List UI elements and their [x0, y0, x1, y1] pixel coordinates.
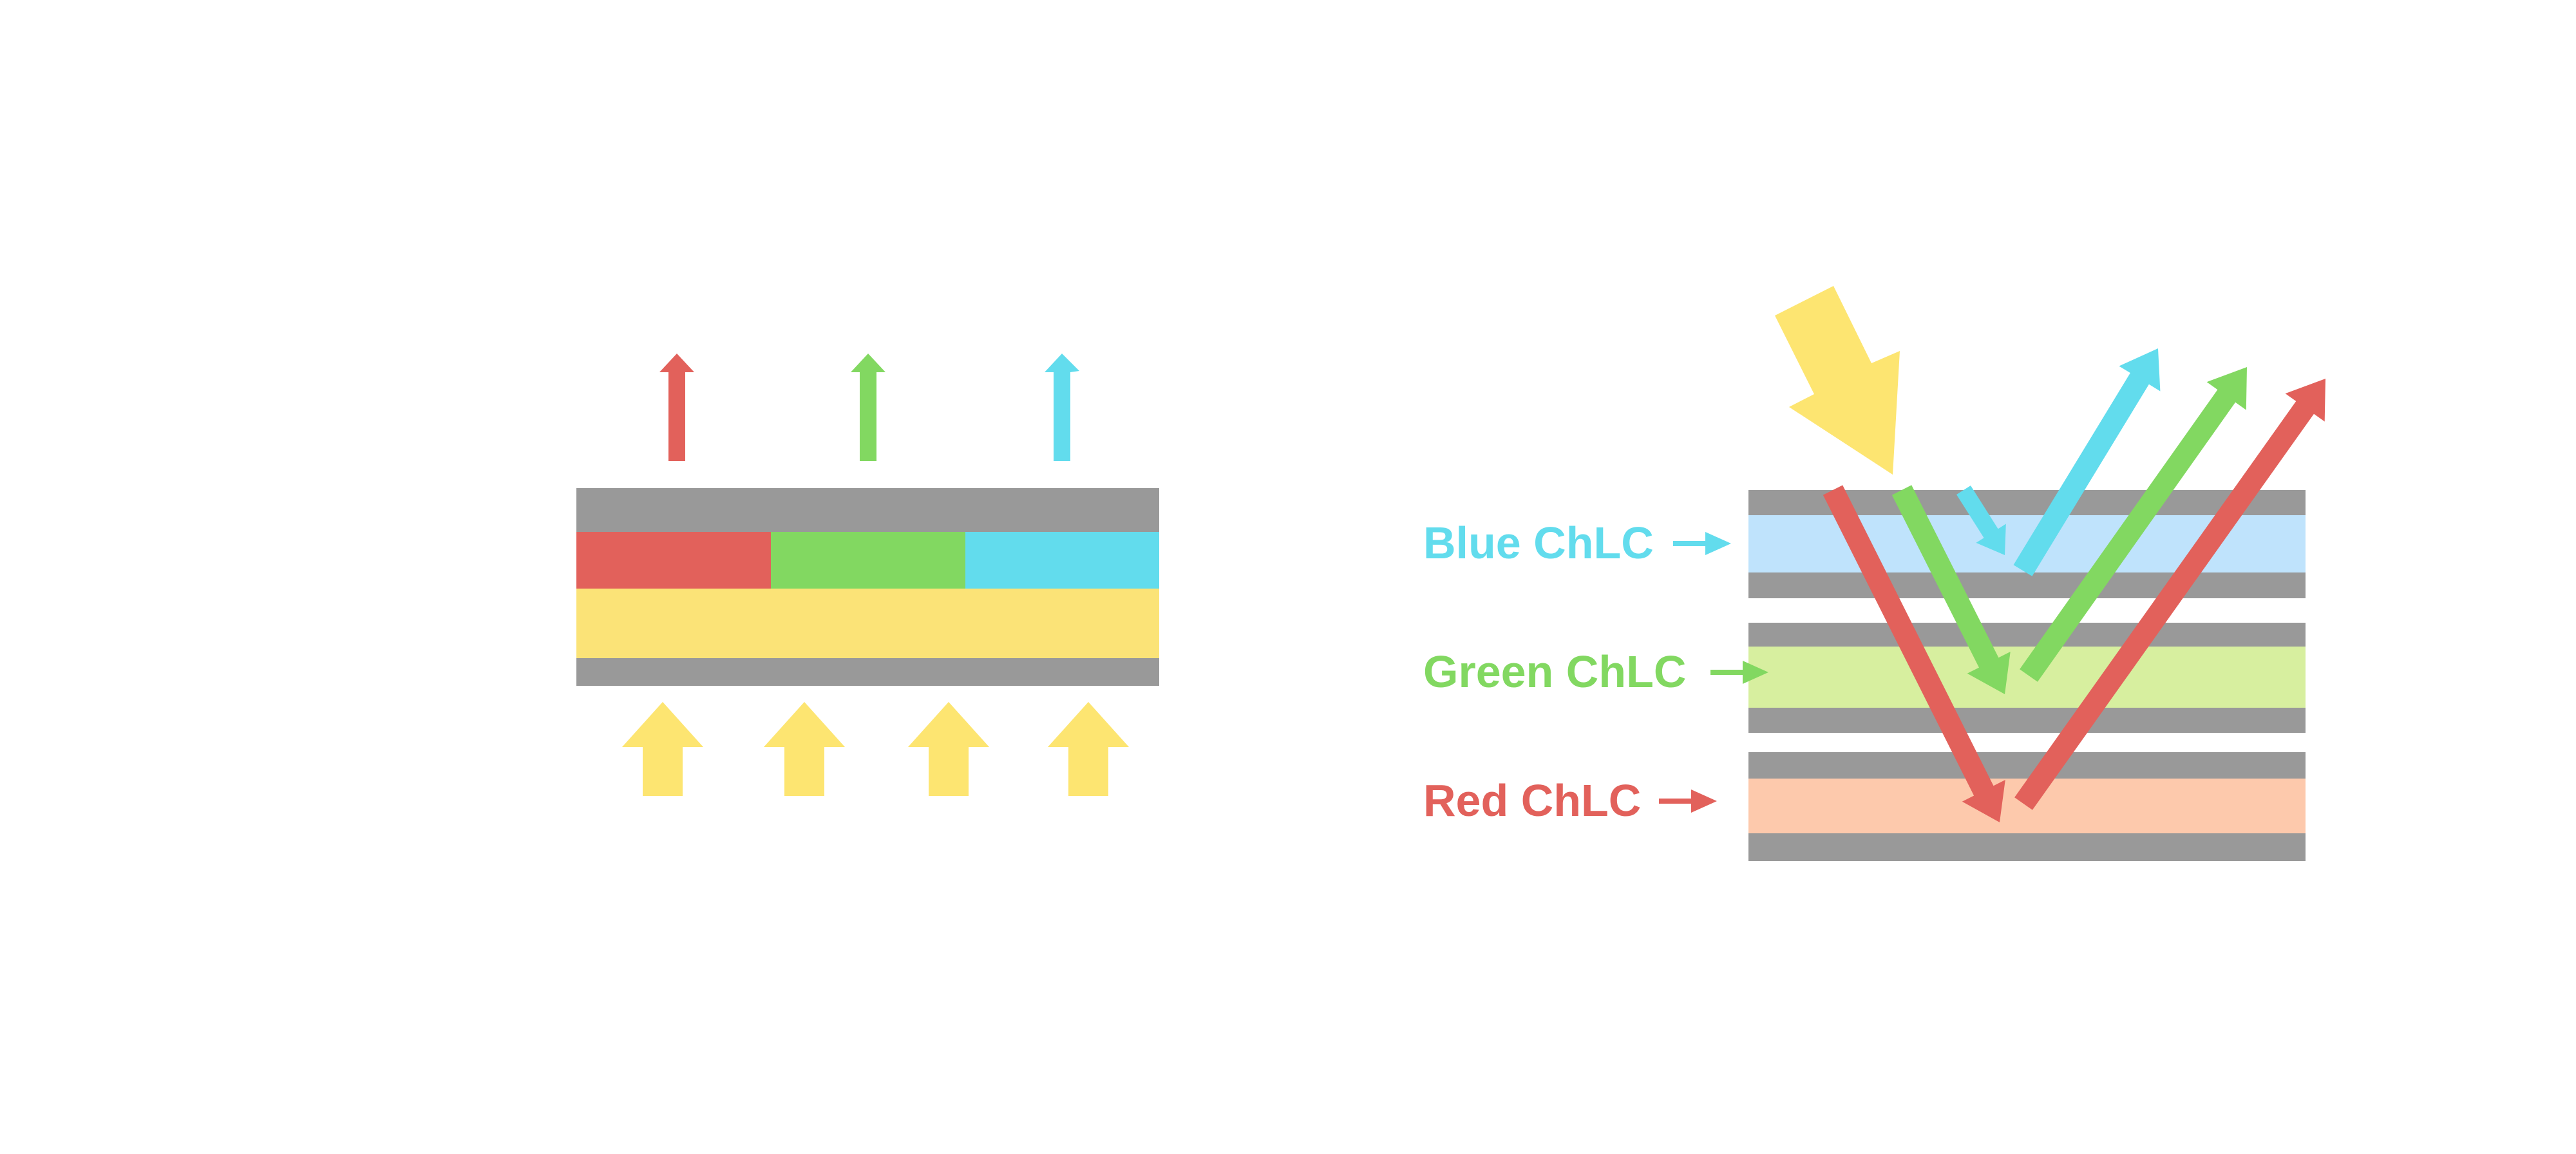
- svg-text:Green ChLC: Green ChLC: [1423, 647, 1686, 697]
- svg-text:Blue ChLC: Blue ChLC: [1423, 518, 1654, 568]
- svg-text:Red ChLC: Red ChLC: [1423, 775, 1641, 826]
